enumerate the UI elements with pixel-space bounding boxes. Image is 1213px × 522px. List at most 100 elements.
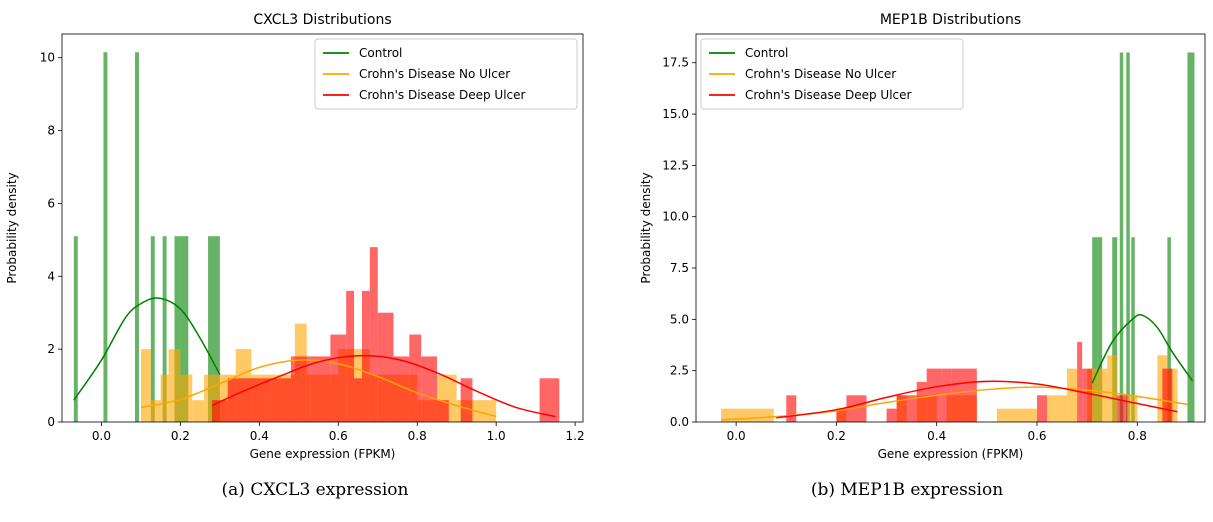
histogram-bar (192, 400, 205, 422)
histogram-bar (1047, 395, 1068, 422)
y-axis-label: Probability density (5, 172, 19, 283)
x-tick-label: 1.2 (566, 429, 585, 443)
histogram-bar (472, 400, 497, 422)
x-tick-label: 0.6 (329, 429, 348, 443)
histogram-bar (539, 378, 560, 422)
y-tick-label: 8 (47, 124, 55, 138)
histogram-bar (377, 312, 394, 422)
histogram-bar (1162, 368, 1173, 422)
histogram-bar (369, 247, 378, 422)
histogram-bar (941, 368, 952, 422)
x-tick-label: 1.0 (487, 429, 506, 443)
histogram-bar (1107, 355, 1118, 422)
histogram-bar (1067, 368, 1078, 422)
y-axis-label: Probability density (639, 172, 653, 283)
x-tick-label: 0.2 (827, 429, 846, 443)
histogram-bar (886, 408, 897, 422)
histogram-bar (1167, 237, 1171, 422)
histogram-bar (208, 236, 214, 422)
kde-line (140, 359, 497, 418)
histogram-bar (251, 378, 272, 422)
histogram-bar (916, 381, 927, 422)
histogram-bar (174, 236, 181, 422)
histogram-bar (354, 378, 362, 422)
histogram-bar (180, 236, 189, 422)
histogram-bar (361, 290, 370, 422)
x-tick-label: 0.0 (727, 429, 746, 443)
legend-label: Crohn's Disease No Ulcer (745, 67, 896, 81)
histogram-bar (180, 374, 193, 422)
histogram-bar (421, 356, 437, 422)
chart-cxcl3: CXCL3 Distributions 0.0 0.2 0.4 0.6 0.8 1.0 1.2… (5, 12, 585, 461)
histogram-bar (160, 374, 169, 422)
x-tick-label: 0.0 (92, 429, 111, 443)
x-tick-label: 0.8 (408, 429, 427, 443)
y-tick-label: 2.5 (670, 364, 689, 378)
y-tick-label: 17.5 (662, 56, 689, 70)
x-tick-label: 0.8 (1128, 429, 1147, 443)
chart-mep1b: MEP1B Distributions 0.0 0.2 0.4 0.6 0.8 0.0 2.5… (639, 12, 1206, 461)
histogram-bar (310, 356, 331, 422)
histogram-bar (460, 378, 473, 422)
y-tick-label: 15.0 (662, 107, 689, 121)
chart-title: CXCL3 Distributions (253, 12, 391, 28)
legend-label: Crohn's Disease No Ulcer (359, 67, 510, 81)
y-tick-label: 6 (47, 196, 55, 210)
legend: Control Crohn's Disease No Ulcer Crohn's D… (314, 38, 578, 110)
histogram-bar (996, 408, 1038, 422)
histogram-bar (1082, 368, 1093, 422)
histogram-bar (1127, 395, 1138, 422)
y-tick-label: 2 (47, 342, 55, 356)
kde-line (73, 297, 221, 401)
histogram-bar (1126, 52, 1130, 422)
series-0 (73, 52, 220, 422)
x-tick-label: 0.6 (1027, 429, 1046, 443)
histogram-bar (1037, 395, 1048, 422)
histogram-bar (290, 356, 311, 422)
x-axis-label: Gene expression (FPKM) (250, 447, 396, 461)
histogram-bar (162, 236, 167, 422)
y-tick-label: 10 (40, 51, 55, 65)
kde-line (776, 380, 1178, 419)
histogram-bar (836, 408, 847, 422)
histogram-bar (1077, 341, 1083, 422)
y-tick-label: 0 (47, 415, 55, 429)
histogram-bar (786, 395, 797, 422)
histogram-bar (409, 334, 422, 422)
histogram-bar (951, 368, 977, 422)
caption-b: (b) MEP1B expression (810, 480, 1004, 500)
histogram-bar (135, 52, 139, 422)
y-tick-label: 12.5 (662, 158, 689, 172)
legend-label: Control (359, 46, 402, 60)
y-tick-label: 5.0 (670, 312, 689, 326)
plot-frame (695, 33, 1206, 423)
histogram-bar (103, 52, 108, 422)
histogram-bar (330, 334, 347, 422)
histogram-bar (73, 236, 78, 422)
caption-a: (a) CXCL3 expression (221, 480, 409, 500)
series-2 (786, 341, 1173, 422)
kde-line (211, 354, 556, 418)
legend-box (314, 38, 578, 110)
histogram-bar (436, 400, 449, 422)
histogram-bar (140, 349, 151, 422)
histogram-bar (1117, 395, 1128, 422)
histogram-bar (271, 378, 291, 422)
histogram-bar (1092, 237, 1098, 422)
y-tick-label: 7.5 (670, 261, 689, 275)
histogram-bar (896, 395, 917, 422)
histogram-bar (1097, 237, 1103, 422)
histogram-bar (1119, 52, 1124, 422)
legend-label: Crohn's Disease Deep Ulcer (745, 88, 912, 102)
x-tick-label: 0.4 (927, 429, 946, 443)
x-axis-label: Gene expression (FPKM) (878, 447, 1024, 461)
histogram-bar (168, 349, 181, 422)
histogram-bar (1112, 237, 1118, 422)
histogram-bar (150, 236, 155, 422)
histogram-bar (393, 356, 410, 422)
histogram-bar (1131, 237, 1135, 422)
y-tick-label: 4 (47, 269, 55, 283)
histogram-bar (150, 400, 161, 422)
histogram-bar (213, 236, 220, 422)
